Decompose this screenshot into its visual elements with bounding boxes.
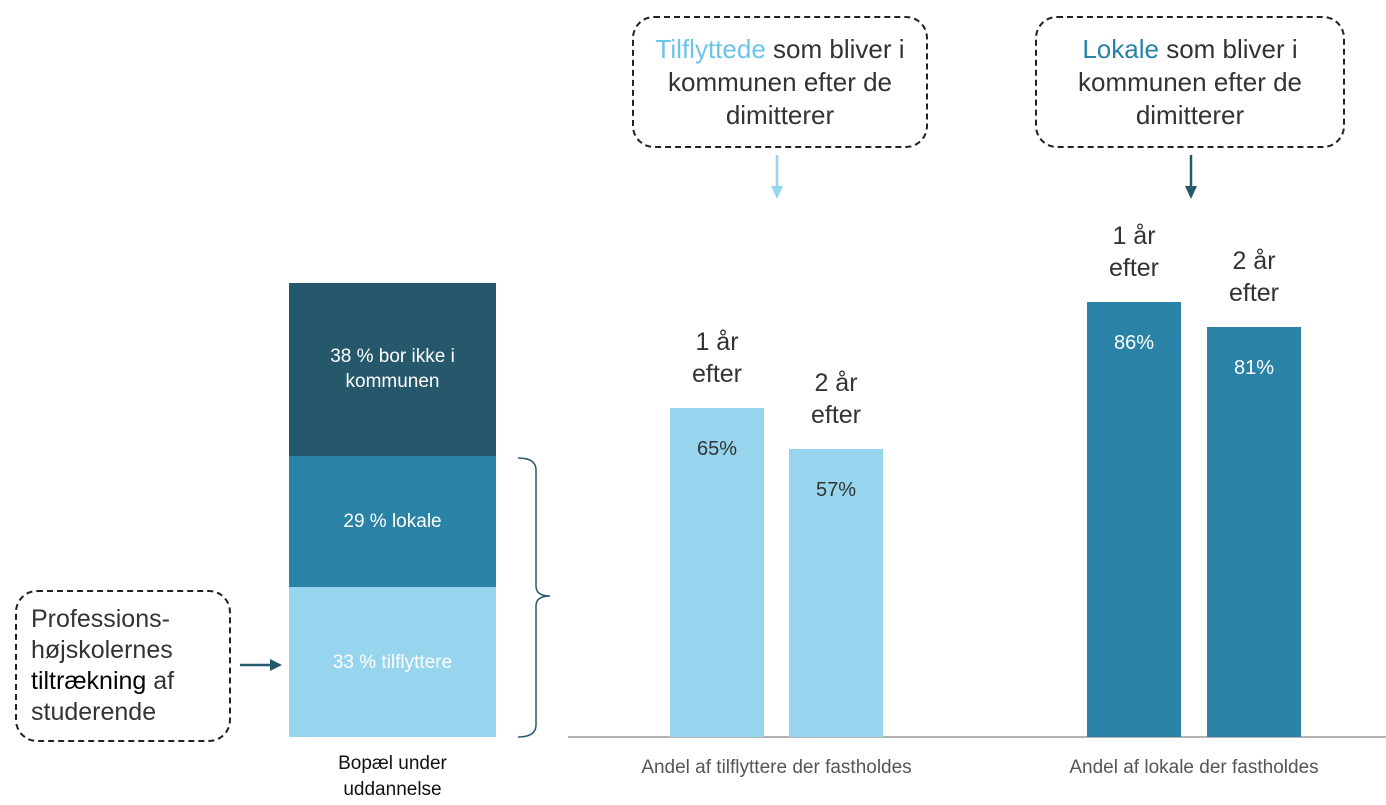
group-label: Andel af lokale der fastholdes <box>1069 757 1319 778</box>
callout-highlight: Lokale <box>1082 33 1159 64</box>
callout-text: Professions-højskolernes tiltrækning af … <box>31 604 215 728</box>
callout-text: Professions-højskolernes <box>31 605 173 664</box>
callout-text: af studerende <box>31 667 175 726</box>
arrow-head <box>270 659 282 671</box>
value-label: 57% <box>815 478 857 501</box>
bar-segment <box>289 455 496 588</box>
category-label: 1 år efter <box>691 328 743 389</box>
category-label: Bopæl under uddannelse <box>338 753 447 800</box>
arrow-head <box>1185 186 1197 199</box>
bracket <box>517 457 551 738</box>
group-label: Andel af tilflyttere der fastholdes <box>641 757 912 778</box>
callout-highlight: Tilflyttede <box>655 33 766 64</box>
callout-text: som bliver i kommunen efter de dimittere… <box>1077 33 1302 130</box>
segment-label: 38 % bor ikke i kommunen <box>330 346 455 393</box>
bar-segment <box>289 283 496 456</box>
segment-label: 29 % lokale <box>343 510 442 532</box>
callout-text: Lokale som bliver i kommunen efter de di… <box>1053 33 1328 132</box>
callout: Tilflyttede som bliver i kommunen efter … <box>632 16 928 148</box>
callout-highlight: tiltrækning <box>31 667 147 695</box>
value-label: 81% <box>1233 357 1275 380</box>
callout: Lokale som bliver i kommunen efter de di… <box>1035 16 1345 148</box>
bar-segment <box>289 587 496 737</box>
callout: Professions-højskolernes tiltrækning af … <box>15 590 231 742</box>
bar <box>1087 301 1181 737</box>
segment-label: 33 % tilflyttere <box>332 651 453 673</box>
value-label: 65% <box>696 438 738 461</box>
bar <box>670 408 764 737</box>
callout-text: Tilflyttede som bliver i kommunen efter … <box>655 33 905 132</box>
callout-text: som bliver i kommunen efter de dimittere… <box>667 33 905 130</box>
bar <box>1207 327 1301 737</box>
bar <box>789 448 883 737</box>
category-label: 2 år efter <box>810 368 862 429</box>
category-label: 1 år efter <box>1108 221 1160 282</box>
value-label: 86% <box>1113 331 1155 354</box>
arrow-head <box>771 186 783 199</box>
category-label: 2 år efter <box>1228 247 1280 308</box>
